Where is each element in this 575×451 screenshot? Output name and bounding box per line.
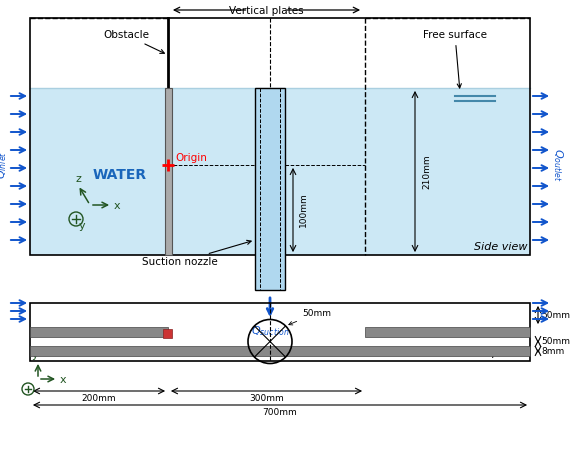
Text: 700mm: 700mm	[263, 408, 297, 417]
Text: y: y	[79, 221, 86, 231]
Text: Free surface: Free surface	[423, 30, 487, 88]
Text: Vertical plates: Vertical plates	[229, 6, 304, 16]
Text: 300mm: 300mm	[249, 394, 284, 403]
Text: 8mm: 8mm	[541, 346, 564, 355]
Text: 50mm: 50mm	[289, 308, 331, 325]
Text: Top view: Top view	[480, 348, 528, 358]
Bar	[30, 303, 530, 361]
Text: Obstacle: Obstacle	[103, 30, 164, 53]
Text: 200mm: 200mm	[82, 394, 116, 403]
Text: 210mm: 210mm	[422, 154, 431, 189]
Text: $Q_{outlet}$: $Q_{outlet}$	[551, 148, 565, 182]
Text: Suction nozzle: Suction nozzle	[142, 240, 251, 267]
Text: 50mm: 50mm	[541, 337, 570, 346]
Text: z: z	[75, 174, 81, 184]
Bar	[165, 88, 172, 255]
Bar	[30, 88, 530, 255]
Text: WATER: WATER	[93, 168, 147, 182]
Text: y: y	[32, 350, 39, 360]
Text: x: x	[60, 375, 67, 385]
Bar	[30, 327, 168, 337]
Text: Origin: Origin	[175, 153, 207, 163]
Text: $Q_{suction}$: $Q_{suction}$	[251, 324, 289, 338]
Bar	[30, 18, 530, 255]
Text: Side view: Side view	[474, 242, 528, 252]
Bar	[163, 329, 172, 338]
Text: 100mm: 100mm	[299, 193, 308, 227]
Bar	[255, 88, 285, 290]
Bar	[365, 327, 530, 337]
Text: x: x	[114, 201, 121, 211]
Text: 50mm: 50mm	[541, 310, 570, 319]
Text: $Q_{inlet}$: $Q_{inlet}$	[0, 151, 9, 179]
Bar	[30, 346, 530, 356]
